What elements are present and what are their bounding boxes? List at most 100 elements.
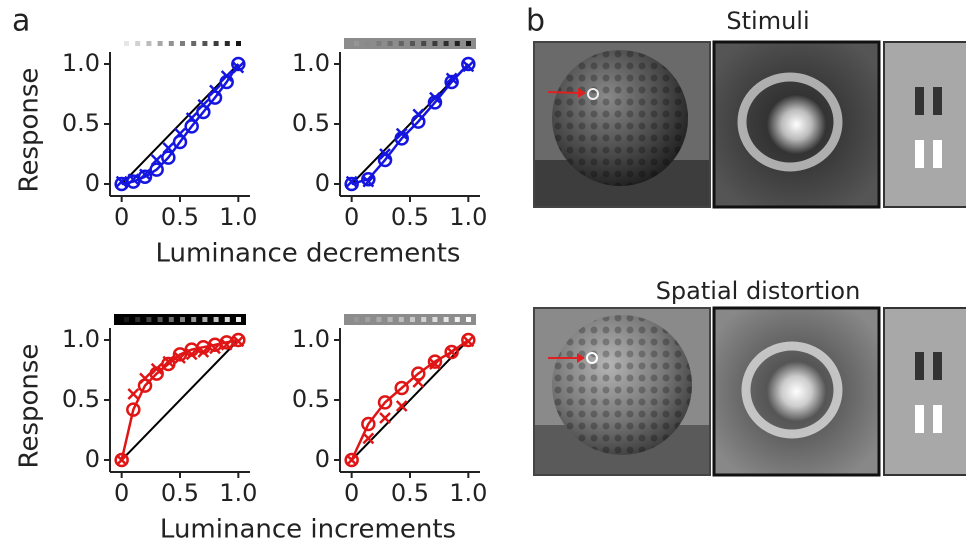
y-tick-label: 0.5 — [62, 385, 100, 413]
stimulus-square — [168, 317, 174, 322]
x-axis-label: Luminance decrements — [156, 239, 461, 269]
point-circle — [461, 332, 476, 348]
stimulus-square — [454, 317, 460, 322]
point-cross — [379, 148, 391, 160]
x-tick-label: 1.0 — [219, 203, 257, 231]
x-tick-label: 0 — [344, 203, 359, 231]
point-circle — [149, 162, 164, 177]
y-tick-label: 0 — [85, 445, 100, 473]
point-cross — [197, 346, 210, 358]
stimulus-square — [157, 41, 163, 46]
y-tick-label: 1.0 — [62, 325, 100, 353]
stimulus-square — [354, 317, 359, 322]
point-cross — [412, 108, 425, 121]
stimulus-square — [146, 317, 152, 322]
stimulus-square — [224, 317, 230, 322]
point-circle — [161, 150, 176, 165]
point-cross — [379, 412, 391, 424]
x-tick-label: 0 — [114, 203, 129, 231]
point-circle — [114, 452, 129, 468]
point-cross — [445, 72, 458, 85]
point-circle — [361, 171, 376, 187]
point-cross — [127, 173, 140, 186]
point-cross — [115, 454, 128, 466]
point-cross — [362, 175, 375, 188]
stimulus-square — [124, 41, 129, 46]
stimulus-square — [432, 317, 438, 322]
point-circle — [361, 416, 376, 432]
point-circle — [172, 134, 188, 150]
point-cross — [139, 168, 151, 181]
stimulus-square — [354, 41, 359, 46]
stimulus-square — [168, 41, 174, 46]
y-tick-label: 1.0 — [292, 325, 330, 353]
point-cross — [395, 400, 408, 412]
stimulus-square — [202, 317, 208, 322]
stimulus-square — [365, 317, 371, 322]
y-tick-label: 0 — [85, 169, 100, 197]
point-cross — [395, 127, 408, 140]
identity-line — [120, 63, 240, 185]
point-cross — [150, 154, 163, 166]
x-tick-label: 1.0 — [449, 203, 487, 231]
stimulus-square — [443, 41, 449, 46]
point-circle — [161, 356, 176, 372]
stimulus-square — [236, 41, 241, 46]
stimulus-square — [398, 317, 404, 322]
row-title: Stimuli — [726, 7, 809, 35]
y-tick-label: 0 — [315, 445, 330, 473]
point-cross — [220, 70, 233, 82]
stimulus-square — [224, 41, 230, 46]
stimulus-square — [191, 317, 197, 322]
point-circle — [184, 119, 199, 134]
point-cross — [345, 175, 358, 188]
stimulus-square — [454, 41, 460, 46]
point-cross — [345, 454, 358, 466]
stimulus-square — [135, 317, 141, 322]
point-cross — [185, 348, 198, 361]
x-tick-label: 0.5 — [391, 203, 429, 231]
stimulus-square — [236, 317, 241, 322]
point-cross — [429, 91, 441, 104]
point-circle — [444, 74, 459, 90]
x-tick-label: 1.0 — [219, 479, 257, 507]
point-cross — [209, 84, 221, 97]
stimulus-square — [157, 317, 163, 322]
point-circle — [137, 169, 153, 185]
stimulus-square — [376, 41, 382, 46]
point-cross — [174, 127, 186, 140]
point-circle — [344, 452, 359, 468]
point-circle — [427, 354, 443, 369]
stimulus-square — [213, 317, 219, 322]
stimulus-square — [410, 41, 415, 46]
point-cross — [115, 175, 128, 188]
x-tick-label: 1.0 — [449, 479, 487, 507]
stimulus-square — [180, 41, 185, 46]
distortion-zoom — [712, 306, 881, 477]
point-circle — [126, 402, 141, 417]
stimulus-square — [466, 41, 471, 46]
point-circle — [231, 332, 246, 348]
y-tick-label: 0 — [315, 169, 330, 197]
point-cross — [209, 342, 221, 355]
point-cross — [139, 372, 151, 385]
stimulus-square — [387, 317, 393, 322]
identity-line — [120, 339, 240, 461]
point-cross — [232, 61, 245, 74]
row-title: Spatial distortion — [656, 277, 861, 305]
stimulus-square — [432, 41, 438, 46]
y-tick-label: 0.5 — [292, 385, 330, 413]
stimulus-zoom — [712, 40, 881, 209]
distortion-photo — [533, 307, 711, 476]
point-circle — [394, 380, 409, 396]
point-circle — [461, 56, 476, 72]
point-cross — [362, 432, 375, 445]
point-cross — [162, 142, 175, 154]
panel-label: b — [526, 4, 545, 39]
point-circle — [344, 176, 359, 192]
y-axis-label: Response — [15, 68, 45, 193]
point-cross — [462, 60, 475, 73]
stimulus-square — [124, 317, 129, 322]
point-cross — [150, 362, 163, 375]
